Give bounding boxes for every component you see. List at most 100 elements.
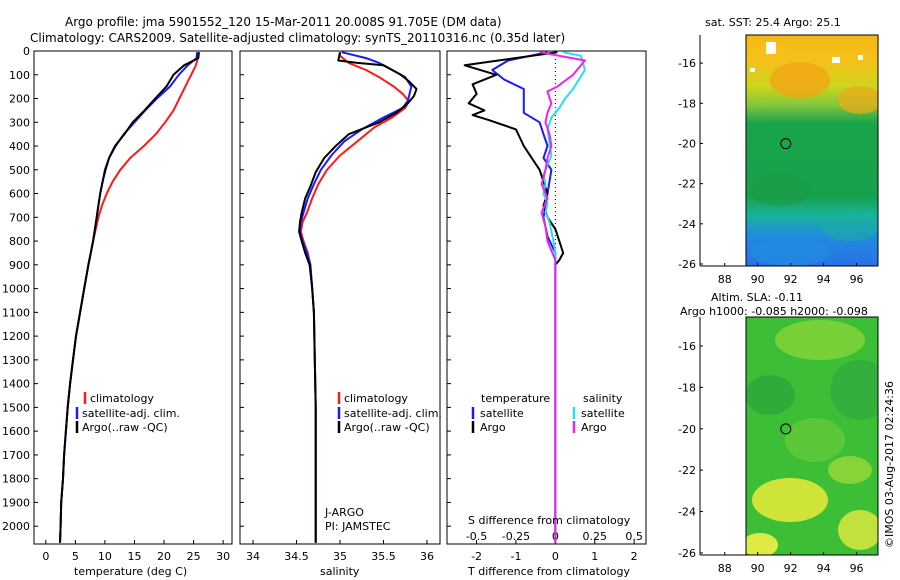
sst-cool-patch [750, 174, 810, 206]
sst-map-axes: 88 90 92 94 96 -16 -18 -20 -22 -24 -26 [678, 35, 878, 286]
series-line-argorawqc [298, 51, 418, 543]
figure-title-line1: Argo profile: jma 5901552_120 15-Mar-201… [65, 15, 502, 29]
sla-patch [746, 375, 795, 415]
sst-map: sat. SST: 25.4 Argo: 25.1 88 90 92 94 96 -16 -… [678, 16, 879, 286]
depth-axis: 0 100 200 300 400 500 600 700 800 900 1000 1100 1200… [2, 45, 451, 533]
series-line-argorawqc [59, 52, 200, 543]
figure-title-line2: Climatology: CARS2009. Satellite-adjuste… [30, 31, 565, 45]
sla-patch [828, 456, 872, 484]
map-x-tick-label: 90 [751, 562, 765, 575]
sst-missing-cloud [766, 42, 776, 54]
x-tick-label: 5 [72, 550, 79, 563]
sst-warm-patch [770, 62, 830, 98]
map-y-tick-label: -24 [678, 506, 696, 519]
sla-field [746, 317, 878, 555]
map-y-tick-label: -20 [678, 423, 696, 436]
profile-location-marker [780, 423, 792, 435]
map-x-tick-label: 96 [850, 562, 864, 575]
difference-legend: temperature satellite Argo salinity sate… [471, 392, 625, 434]
legend-label-climatology: climatology [344, 392, 408, 405]
map-x-tick-label: 88 [718, 273, 732, 286]
depth-tick-label: 1300 [2, 354, 30, 367]
depth-tick-label: 400 [9, 140, 30, 153]
salinity-x-label: salinity [320, 565, 360, 578]
depth-tick-label: 1400 [2, 378, 30, 391]
depth-tick-label: 1800 [2, 473, 30, 486]
map-y-tick-label: -26 [678, 547, 696, 560]
map-y-tick-label: -16 [678, 340, 696, 353]
difference-x-axis: -2 -1 0 1 2-0.5 -0.25 0 0.25 0.5 [466, 530, 643, 563]
temperature-x-axis: 0 5 10 15 20 25 30 [42, 540, 230, 563]
data-centre-annotation: J-ARGO [324, 506, 364, 519]
x-tick-label: 34.5 [284, 550, 309, 563]
temperature-x-label: temperature (deg C) [74, 565, 187, 578]
difference-x-label: T difference from climatology [467, 565, 630, 578]
x-tick-label: 1 [591, 550, 598, 563]
x-tick-label: -2 [471, 550, 482, 563]
temperature-panel-frame [33, 50, 233, 545]
sla-map-axes: 88 90 92 94 96 -16 -18 -20 -22 -24 -26 [678, 317, 878, 575]
x-tick-label: 20 [157, 550, 171, 563]
sla-map-title-line1: Altim. SLA: -0.11 [711, 291, 803, 304]
depth-tick-label: 200 [9, 93, 30, 106]
series-line-satelliteadjclim [59, 52, 199, 543]
profile-location-marker [780, 138, 792, 150]
salinity-panel-frame [239, 50, 441, 545]
depth-tick-label: 700 [9, 211, 30, 224]
depth-tick-label: 100 [9, 69, 30, 82]
sla-high-patch [752, 478, 828, 522]
map-y-tick-label: -16 [678, 57, 696, 70]
map-x-tick-label: 94 [817, 273, 831, 286]
sla-patch [785, 418, 845, 462]
series-line-argo [539, 51, 586, 543]
series-line-argo [463, 51, 565, 543]
difference-panel-frame [446, 50, 647, 545]
legend-label-argo: Argo(..raw -QC) [82, 421, 168, 434]
top-tick-label: 0.25 [583, 530, 608, 543]
sla-high-patch [746, 533, 778, 555]
map-x-tick-label: 92 [784, 562, 798, 575]
x-tick-label: 10 [98, 550, 112, 563]
legend-label-satellite: satellite-adj. clim. [82, 407, 180, 420]
sst-field [746, 35, 878, 266]
sst-cold-patch [750, 238, 830, 266]
sla-map-title-line2: Argo h1000: -0.085 h2000: -0.098 [680, 305, 868, 318]
map-x-tick-label: 94 [817, 562, 831, 575]
x-tick-label: 15 [127, 550, 141, 563]
x-tick-label: 35 [333, 550, 347, 563]
depth-tick-label: 2000 [2, 520, 30, 533]
legend-label-satellite: satellite-adj. clim. [344, 407, 442, 420]
x-tick-label: 34 [246, 550, 260, 563]
sst-map-title: sat. SST: 25.4 Argo: 25.1 [705, 16, 841, 29]
x-tick-label: 35.5 [371, 550, 396, 563]
series-line-satellite [542, 51, 586, 543]
sla-patch [775, 320, 865, 360]
x-tick-label: 30 [216, 550, 230, 563]
depth-tick-label: 300 [9, 116, 30, 129]
depth-tick-label: 1700 [2, 449, 30, 462]
x-tick-label: 25 [187, 550, 201, 563]
salinity-panel: 34 34.5 35 35.5 36 salinity climatology sate… [246, 51, 442, 578]
map-y-tick-label: -22 [678, 178, 696, 191]
depth-tick-label: 900 [9, 259, 30, 272]
depth-tick-label: 1200 [2, 330, 30, 343]
sla-high-patch [838, 510, 878, 550]
sst-warm-patch [838, 86, 878, 114]
sla-patch [830, 360, 878, 420]
depth-tick-label: 1500 [2, 401, 30, 414]
temperature-legend: climatology satellite-adj. clim. Argo(..… [75, 392, 180, 434]
legend-title-salinity: salinity [583, 392, 623, 405]
x-tick-label: 2 [631, 550, 638, 563]
sst-cool-patch [820, 209, 878, 241]
sst-missing-cloud [858, 55, 863, 60]
depth-tick-label: 600 [9, 188, 30, 201]
x-tick-label: 0 [552, 550, 559, 563]
legend-label-t-satellite: satellite [480, 407, 524, 420]
sst-missing-cloud [832, 57, 840, 63]
depth-tick-label: 500 [9, 164, 30, 177]
map-y-tick-label: -26 [678, 258, 696, 271]
depth-tick-label: 1900 [2, 496, 30, 509]
legend-label-argo: Argo(..raw -QC) [344, 421, 430, 434]
map-y-tick-label: -20 [678, 137, 696, 150]
temperature-lines [59, 52, 200, 543]
